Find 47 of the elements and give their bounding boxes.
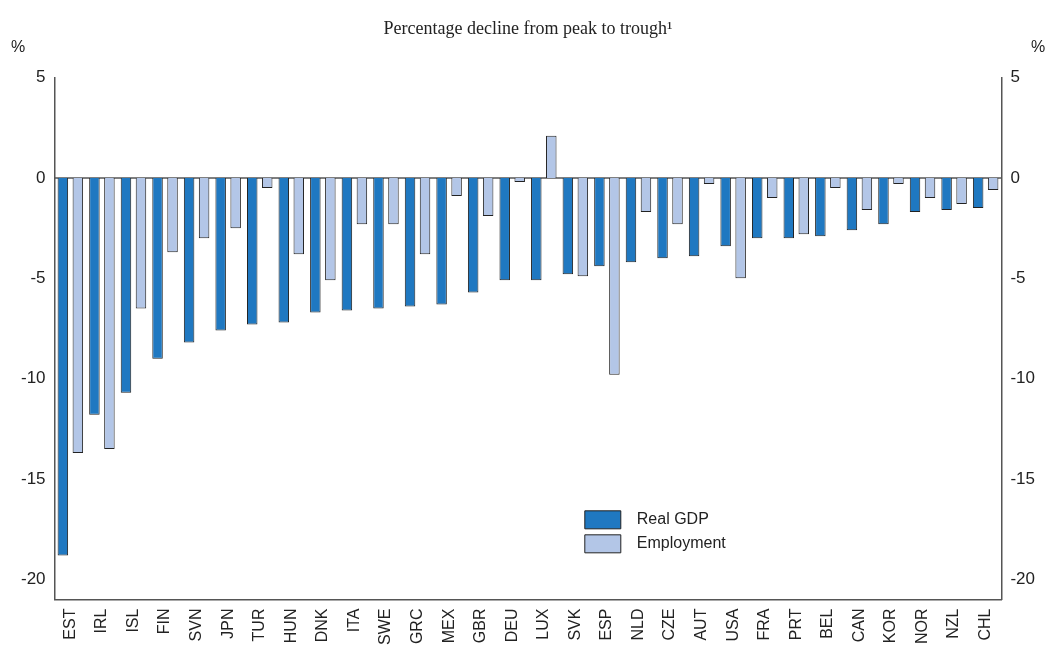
y2-tick-label: 0 bbox=[1010, 167, 1020, 187]
y2-tick-label: -15 bbox=[1010, 468, 1036, 488]
x-tick-label: FRA bbox=[755, 608, 773, 641]
x-tick-label: USA bbox=[723, 608, 741, 642]
legend-label: Real GDP bbox=[636, 510, 709, 528]
x-tick-label: DEU bbox=[502, 608, 520, 643]
y2-tick-label: -20 bbox=[1010, 569, 1036, 589]
legend-label: Employment bbox=[636, 534, 727, 552]
y-tick-label: -15 bbox=[20, 468, 46, 488]
x-tick-label: BEL bbox=[818, 608, 836, 639]
y-tick-label: 0 bbox=[36, 167, 46, 187]
x-tick-label: FIN bbox=[155, 608, 173, 635]
x-tick-label: GRC bbox=[407, 608, 425, 645]
y-tick-label: -20 bbox=[20, 569, 46, 589]
x-tick-label: KOR bbox=[881, 608, 899, 644]
x-tick-label: CHL bbox=[976, 608, 994, 641]
x-tick-label: JPN bbox=[218, 608, 236, 639]
x-tick-label: CAN bbox=[849, 608, 867, 643]
x-tick-label: MEX bbox=[439, 608, 457, 644]
y-tick-label: -5 bbox=[30, 268, 46, 288]
y2-tick-label: -5 bbox=[1010, 268, 1026, 288]
x-tick-label: AUT bbox=[692, 608, 709, 641]
y2-axis-title: % bbox=[1030, 38, 1046, 56]
x-tick-label: NZL bbox=[944, 608, 962, 639]
x-tick-label: IRL bbox=[92, 608, 110, 634]
y-axis-title: % bbox=[10, 38, 26, 56]
x-tick-label: NOR bbox=[912, 608, 930, 645]
x-tick-label: DNK bbox=[313, 608, 331, 643]
x-tick-label: NLD bbox=[628, 608, 646, 641]
x-tick-label: SVK bbox=[565, 608, 583, 641]
x-tick-label: TUR bbox=[250, 608, 268, 642]
x-tick-label: ESP bbox=[597, 608, 615, 641]
y2-tick-label: 5 bbox=[1010, 67, 1020, 87]
x-tick-label: SWE bbox=[376, 608, 394, 646]
x-tick-label: ISL bbox=[123, 608, 141, 633]
x-tick-label: SVN bbox=[187, 608, 205, 642]
y-tick-label: -10 bbox=[20, 368, 46, 388]
x-tick-label: GBR bbox=[471, 608, 489, 644]
y-tick-label: 5 bbox=[36, 67, 46, 87]
x-tick-label: PRT bbox=[786, 608, 804, 641]
x-tick-label: ITA bbox=[344, 608, 362, 633]
x-tick-label: HUN bbox=[281, 608, 299, 644]
chart-title: Percentage decline from peak to trough¹ bbox=[383, 17, 673, 38]
y2-tick-label: -10 bbox=[1010, 368, 1036, 388]
x-tick-label: LUX bbox=[534, 608, 552, 640]
x-tick-label: CZE bbox=[660, 608, 678, 641]
x-tick-label: EST bbox=[60, 608, 78, 640]
